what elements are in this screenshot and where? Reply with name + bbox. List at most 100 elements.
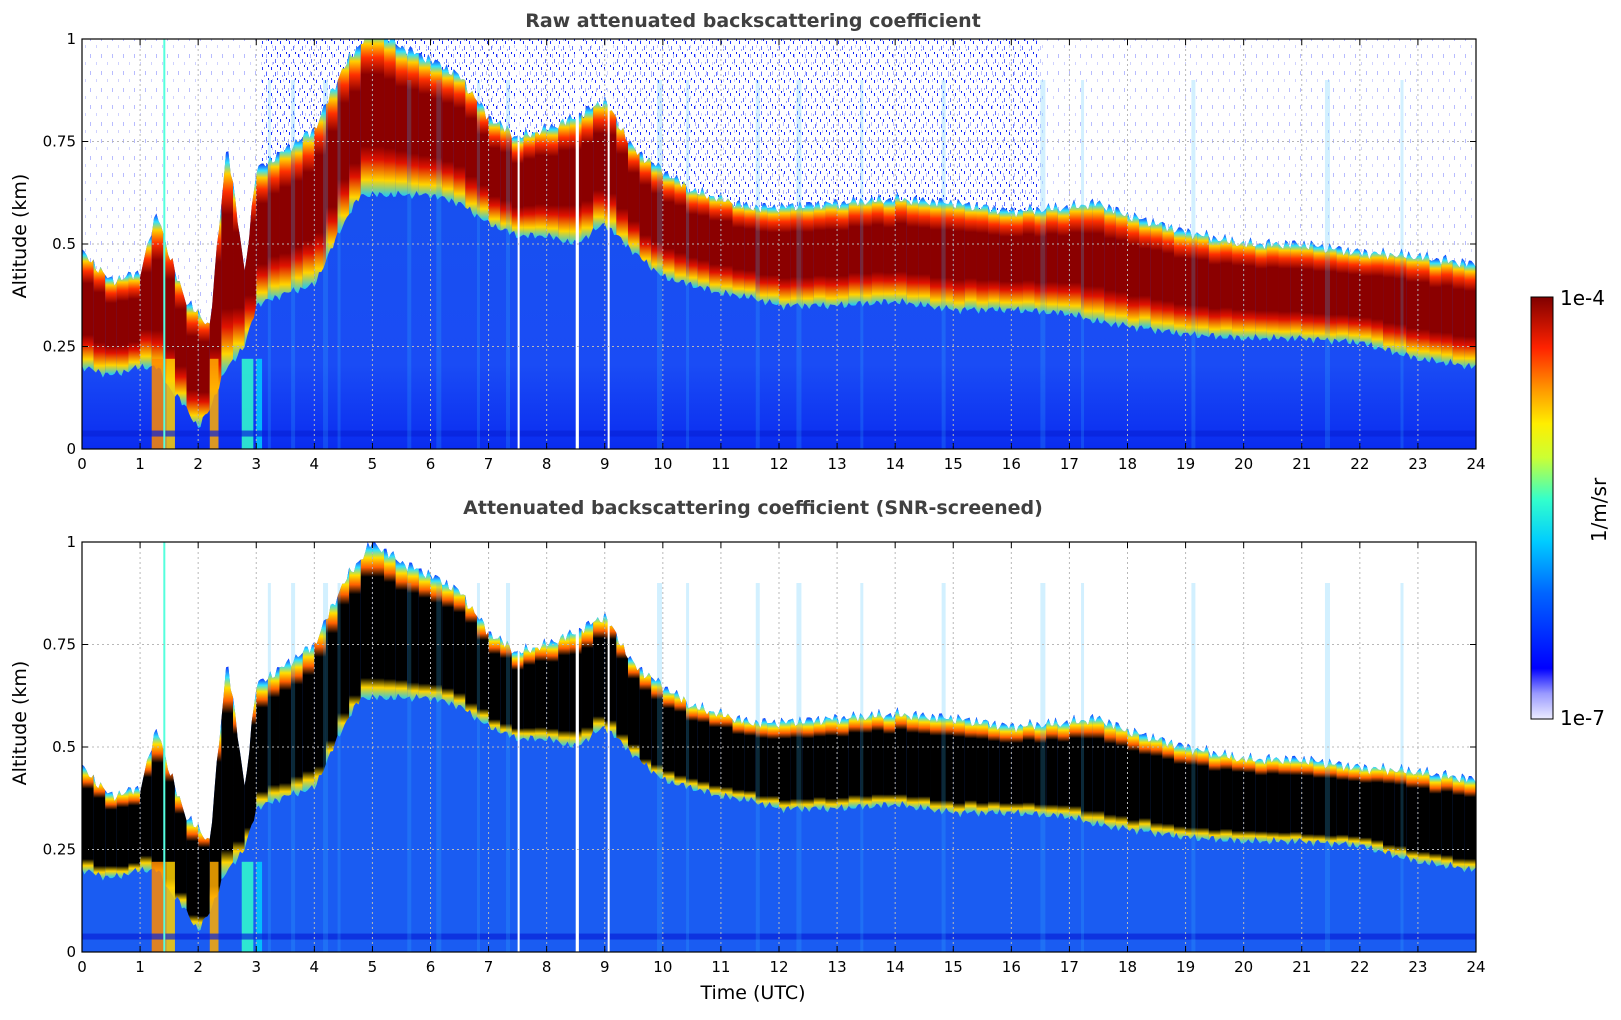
x-tick-label: 17 xyxy=(1060,455,1079,473)
boundary-layer-band xyxy=(1034,721,1047,818)
boundary-layer-band xyxy=(93,259,106,378)
boundary-layer-band xyxy=(1394,248,1407,357)
boundary-layer-band xyxy=(604,95,617,236)
x-tick-label: 7 xyxy=(484,958,494,976)
missing-profile xyxy=(575,39,578,449)
x-tick-label: 1 xyxy=(135,958,145,976)
vertical-streak xyxy=(1324,583,1330,952)
screened-y-axis-label: Altitude (km) xyxy=(9,661,31,786)
boundary-layer-band xyxy=(871,708,884,809)
boundary-layer-band xyxy=(325,81,338,261)
boundary-layer-band xyxy=(221,151,234,377)
vertical-streak xyxy=(407,80,412,449)
boundary-layer-band xyxy=(82,249,94,372)
boundary-layer-band xyxy=(976,201,989,314)
boundary-layer-band xyxy=(1127,727,1140,836)
boundary-layer-band xyxy=(1359,248,1372,347)
boundary-layer-band xyxy=(988,205,1000,312)
boundary-layer-band xyxy=(465,80,477,218)
x-tick-label: 2 xyxy=(193,958,203,976)
boundary-layer-band xyxy=(616,632,628,751)
boundary-layer-band xyxy=(767,719,779,809)
boundary-layer-band xyxy=(558,114,570,245)
x-tick-label: 19 xyxy=(1176,958,1195,976)
boundary-layer-band xyxy=(941,713,954,815)
raw-plot-frame xyxy=(81,38,1477,450)
screened-backscatter-panel: Attenuated backscattering coefficient (S… xyxy=(9,497,1486,1004)
y-tick-label: 1 xyxy=(66,533,76,551)
boundary-layer-band xyxy=(267,667,280,804)
boundary-layer-band xyxy=(1069,199,1082,318)
boundary-layer-band xyxy=(1104,203,1116,327)
boundary-layer-band xyxy=(1255,240,1267,341)
boundary-layer-band xyxy=(779,717,791,814)
boundary-layer-band xyxy=(860,195,872,307)
y-tick-label: 0 xyxy=(66,440,76,458)
boundary-layer-band xyxy=(267,151,280,301)
boundary-layer-band xyxy=(256,163,268,307)
vertical-streak xyxy=(1040,80,1046,449)
boundary-layer-band xyxy=(116,271,129,376)
x-tick-label: 5 xyxy=(368,958,378,976)
boundary-layer-band xyxy=(1092,713,1105,827)
boundary-layer-band xyxy=(930,198,942,312)
vertical-streak xyxy=(796,80,802,449)
vertical-streak xyxy=(755,583,760,952)
vertical-streak xyxy=(407,583,412,952)
boundary-layer-band xyxy=(1197,745,1209,842)
boundary-layer-band xyxy=(174,271,187,407)
vertical-streak xyxy=(1400,80,1404,449)
boundary-layer-band xyxy=(140,750,152,873)
surface-return xyxy=(82,430,1476,437)
boundary-layer-band xyxy=(941,198,954,312)
boundary-layer-band xyxy=(82,764,94,875)
colorbar: 1e-4 1e-7 1/m/sr xyxy=(1530,286,1611,730)
boundary-layer-band xyxy=(430,574,443,703)
boundary-layer-band xyxy=(1452,258,1465,370)
boundary-layer-band xyxy=(593,611,605,734)
x-tick-label: 14 xyxy=(886,958,905,976)
boundary-layer-band xyxy=(720,191,733,297)
boundary-layer-band xyxy=(349,44,361,215)
y-tick-label: 0.25 xyxy=(43,841,76,859)
boundary-layer-band xyxy=(988,720,1000,815)
screened-panel-title: Attenuated backscattering coefficient (S… xyxy=(463,497,1043,519)
boundary-layer-band xyxy=(1127,211,1140,333)
boundary-layer-band xyxy=(918,712,931,810)
x-tick-label: 19 xyxy=(1176,455,1195,473)
vertical-streak xyxy=(796,583,802,952)
boundary-layer-band xyxy=(302,126,315,290)
boundary-layer-band xyxy=(93,774,106,881)
vertical-streak xyxy=(755,80,760,449)
surface-streak xyxy=(256,861,263,952)
vertical-streak xyxy=(1081,80,1085,449)
x-tick-label: 23 xyxy=(1408,958,1427,976)
boundary-layer-band xyxy=(1046,202,1058,316)
raw-panel-title: Raw attenuated backscattering coefficien… xyxy=(525,10,981,32)
boundary-layer-band xyxy=(1348,762,1360,849)
boundary-layer-band xyxy=(953,714,965,818)
x-tick-label: 4 xyxy=(310,958,320,976)
boundary-layer-band xyxy=(999,722,1012,817)
boundary-layer-band xyxy=(500,635,512,739)
x-tick-label: 6 xyxy=(426,455,436,473)
x-tick-label: 18 xyxy=(1118,958,1137,976)
boundary-layer-band xyxy=(1115,722,1128,831)
vertical-streak xyxy=(267,583,271,952)
x-tick-label: 3 xyxy=(251,455,261,473)
boundary-layer-band xyxy=(407,47,419,199)
boundary-layer-band xyxy=(546,639,559,744)
boundary-layer-band xyxy=(1173,742,1186,840)
x-tick-label: 2 xyxy=(193,455,203,473)
x-tick-label: 0 xyxy=(77,455,87,473)
boundary-layer-band xyxy=(279,658,292,804)
boundary-layer-band xyxy=(651,161,663,276)
boundary-layer-band xyxy=(186,815,199,932)
boundary-layer-band xyxy=(535,638,547,742)
boundary-layer-band xyxy=(395,43,408,197)
vertical-streak xyxy=(291,583,296,952)
boundary-layer-band xyxy=(976,717,989,817)
boundary-layer-band xyxy=(1278,240,1291,342)
y-tick-label: 0.5 xyxy=(52,738,76,756)
x-tick-label: 7 xyxy=(484,455,494,473)
